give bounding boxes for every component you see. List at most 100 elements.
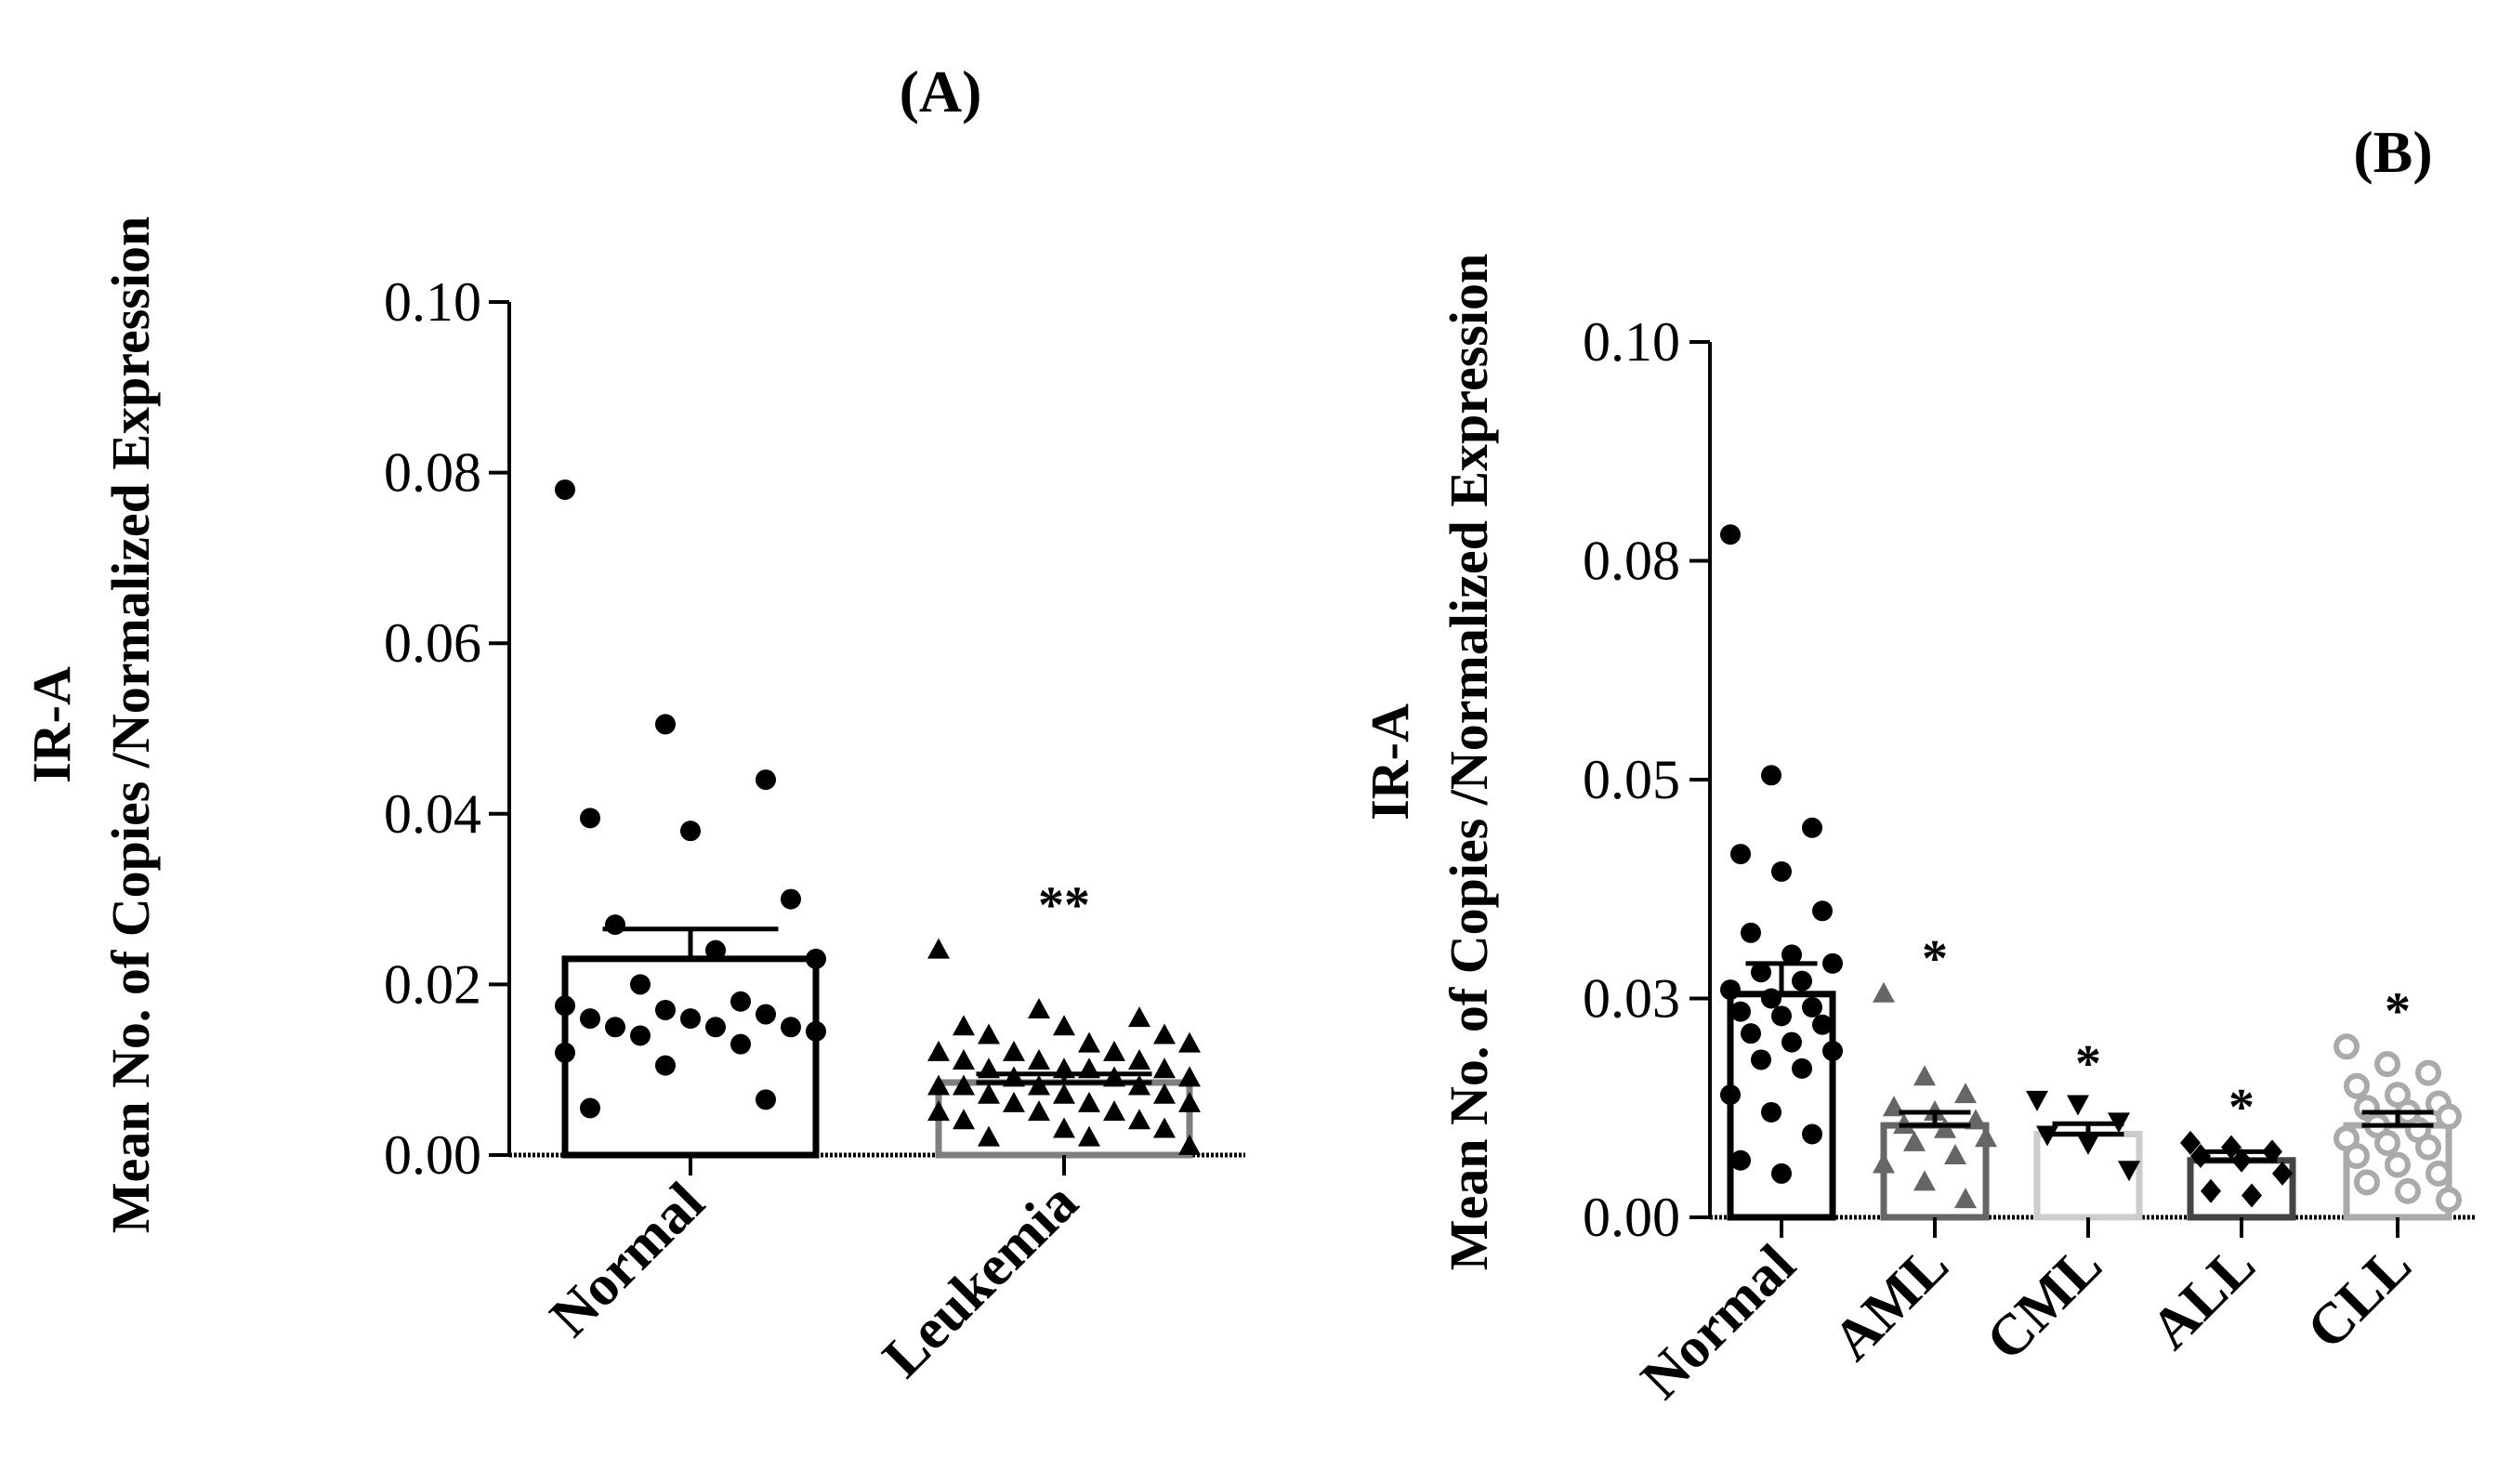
chart-a-point-normal [680, 1008, 701, 1030]
chart-a-point-leukemia [1128, 1049, 1150, 1070]
chart-a-ytick-label: 0.10 [384, 271, 481, 333]
chart-b-point-cll [2354, 1169, 2380, 1196]
chart-a-title: (A) [900, 59, 982, 125]
chart-b-point-normal [1761, 1101, 1781, 1123]
chart-a-point-leukemia [1128, 1006, 1150, 1028]
chart-a-point-normal [680, 821, 701, 842]
chart-a-point-normal [781, 888, 801, 910]
chart-a-point-leukemia [927, 938, 950, 959]
chart-a-point-normal [705, 939, 726, 961]
chart-b-point-all [2180, 1130, 2201, 1155]
chart-b-category-label-cll: CLL [2295, 1233, 2424, 1361]
chart-a-point-leukemia [1103, 1040, 1125, 1061]
chart-a-point-leukemia [1178, 1031, 1201, 1053]
chart-b-point-cll [2395, 1177, 2421, 1204]
chart-b-point-normal [1771, 1005, 1792, 1027]
chart-b-significance-cml: * [2075, 1035, 2101, 1093]
chart-a-ytick-label: 0.00 [384, 1124, 481, 1186]
chart-a-point-normal [605, 1017, 625, 1038]
chart-b-point-all [2241, 1183, 2262, 1208]
chart-b-point-cll [2415, 1134, 2441, 1161]
chart-b-point-normal [1771, 860, 1792, 882]
chart-a-point-normal [730, 1033, 751, 1055]
chart-a-point-leukemia [953, 1015, 975, 1036]
chart-b-point-normal [1802, 1123, 1822, 1145]
chart-a-point-leukemia [1078, 1031, 1100, 1053]
chart-b-ytick-label: 0.10 [1583, 311, 1680, 373]
chart-a-point-leukemia [1178, 1091, 1201, 1112]
chart-b-category-label-normal: Normal [1629, 1233, 1808, 1412]
chart-b-point-cll [2426, 1160, 2452, 1187]
chart-b-point-cml [2077, 1134, 2099, 1155]
chart-a-point-leukemia [1153, 1023, 1176, 1044]
chart-b-point-normal [1802, 996, 1822, 1018]
chart-a-point-normal [555, 1042, 575, 1063]
chart-b-point-cll [2334, 1033, 2360, 1060]
chart-a-point-leukemia [927, 1074, 950, 1096]
chart-a-point-normal [630, 1025, 651, 1046]
chart-b-point-normal [1761, 988, 1781, 1009]
chart-a-point-normal [806, 948, 826, 969]
chart-a-point-normal [555, 479, 575, 500]
chart-a-category-label-leukemia: Leukemia [871, 1171, 1090, 1390]
chart-b-category-label-all: ALL [2139, 1233, 2268, 1361]
chart-a-point-normal [655, 1055, 676, 1076]
chart-b-point-normal [1822, 952, 1843, 974]
chart-a-point-leukemia [1178, 1134, 1201, 1155]
chart-b-ylabel-line2: Mean No. of Copies /Normalized Expressio… [1439, 254, 1499, 1270]
chart-b-point-normal [1812, 900, 1833, 922]
chart-a-point-leukemia [1053, 1117, 1075, 1138]
chart-a-significance-leukemia: ** [1038, 877, 1090, 935]
chart-a-point-normal [655, 999, 676, 1020]
chart-b-point-aml [1913, 1170, 1936, 1191]
chart-b-point-cml [2036, 1125, 2058, 1147]
chart-a-point-leukemia [1053, 1083, 1075, 1104]
chart-a-ytick-label: 0.06 [384, 612, 481, 674]
chart-a-point-leukemia [1028, 1074, 1050, 1096]
chart-a-point-leukemia [953, 1109, 975, 1130]
chart-b-category-label-aml: AML [1821, 1233, 1961, 1372]
chart-b-point-aml [1975, 1126, 1997, 1148]
chart-b-point-cll [2415, 1059, 2441, 1086]
chart-a-point-normal [756, 769, 776, 791]
chart-a-point-leukemia [1103, 1100, 1125, 1122]
chart-b-point-aml [1954, 1083, 1977, 1104]
chart-a-bar-normal [561, 955, 820, 1159]
chart-b-point-normal [1730, 844, 1751, 865]
chart-b-point-normal [1741, 922, 1761, 943]
chart-b-point-normal [1720, 1084, 1741, 1106]
chart-b-point-aml [1873, 981, 1895, 1003]
chart-b-point-normal [1761, 765, 1781, 786]
chart-b-point-all [2272, 1161, 2293, 1186]
chart-b-point-normal [1751, 1049, 1771, 1070]
chart-a-point-leukemia [1003, 1040, 1025, 1061]
chart-b-point-normal [1781, 1031, 1802, 1053]
chart-a-point-normal [580, 1008, 600, 1030]
chart-b-point-cll [2436, 1103, 2462, 1130]
chart-a-point-normal [730, 991, 751, 1012]
chart-b-point-cll [2344, 1143, 2370, 1170]
chart-b-point-aml [1913, 1065, 1936, 1086]
chart-b-point-normal [1771, 1162, 1792, 1184]
chart-b-point-normal [1792, 1057, 1812, 1079]
chart-a-point-leukemia [1078, 1091, 1100, 1112]
chart-b-point-cml [2026, 1090, 2048, 1111]
chart-a-point-leukemia [1153, 1117, 1176, 1138]
chart-a-point-leukemia [978, 1023, 1000, 1044]
chart-b-ytick-label: 0.00 [1583, 1187, 1680, 1248]
chart-b-ylabel-line1: IR-A [1360, 703, 1420, 821]
chart-a-point-leukemia [1128, 1074, 1150, 1096]
chart-b-point-normal [1822, 1041, 1843, 1062]
chart-b-point-aml [1903, 1130, 1926, 1151]
chart-a-point-leukemia [1178, 1066, 1201, 1087]
chart-a-point-leukemia [1153, 1057, 1176, 1079]
chart-b-point-normal [1792, 970, 1812, 992]
chart-a-point-leukemia [1128, 1109, 1150, 1130]
chart-a-point-leukemia [1153, 1083, 1176, 1104]
chart-b-point-cml [2067, 1095, 2089, 1116]
chart-b-point-cll [2374, 1051, 2400, 1078]
chart-a-point-leukemia [927, 1040, 950, 1061]
chart-a-point-leukemia [1003, 1091, 1025, 1112]
